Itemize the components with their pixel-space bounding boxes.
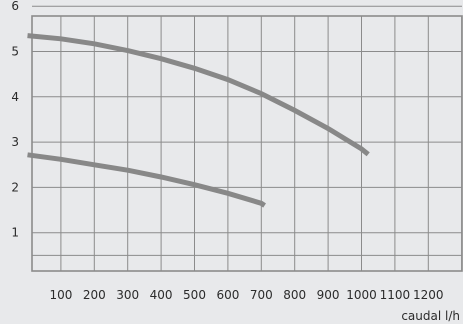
x-tick-label: 1200: [413, 288, 444, 302]
series-layer: [27, 33, 370, 208]
y-tick-label: 5: [11, 45, 19, 59]
x-tick-label: 1100: [380, 288, 411, 302]
series-line-2: [27, 152, 266, 208]
x-tick-label: 900: [317, 288, 340, 302]
tick-labels: 1 2 3 4 5 6 100 200 300 400 500 600 700 800 900 1000 110…: [11, 0, 443, 302]
y-tick-label: 6: [11, 0, 19, 13]
y-tick-label: 2: [11, 180, 19, 194]
x-tick-label: 500: [183, 288, 206, 302]
series-line-1: [27, 33, 370, 157]
x-axis-label: caudal l/h: [401, 309, 460, 323]
x-tick-label: 700: [250, 288, 273, 302]
x-tick-label: 300: [116, 288, 139, 302]
x-tick-label: 100: [49, 288, 72, 302]
x-tick-label: 1000: [346, 288, 377, 302]
y-tick-label: 1: [11, 226, 19, 240]
y-tick-label: 4: [11, 90, 19, 104]
plot-frame: [31, 15, 463, 272]
y-tick-label: 3: [11, 135, 19, 149]
x-tick-label: 800: [283, 288, 306, 302]
x-tick-label: 200: [83, 288, 106, 302]
x-tick-label: 400: [150, 288, 173, 302]
x-tick-label: 600: [216, 288, 239, 302]
